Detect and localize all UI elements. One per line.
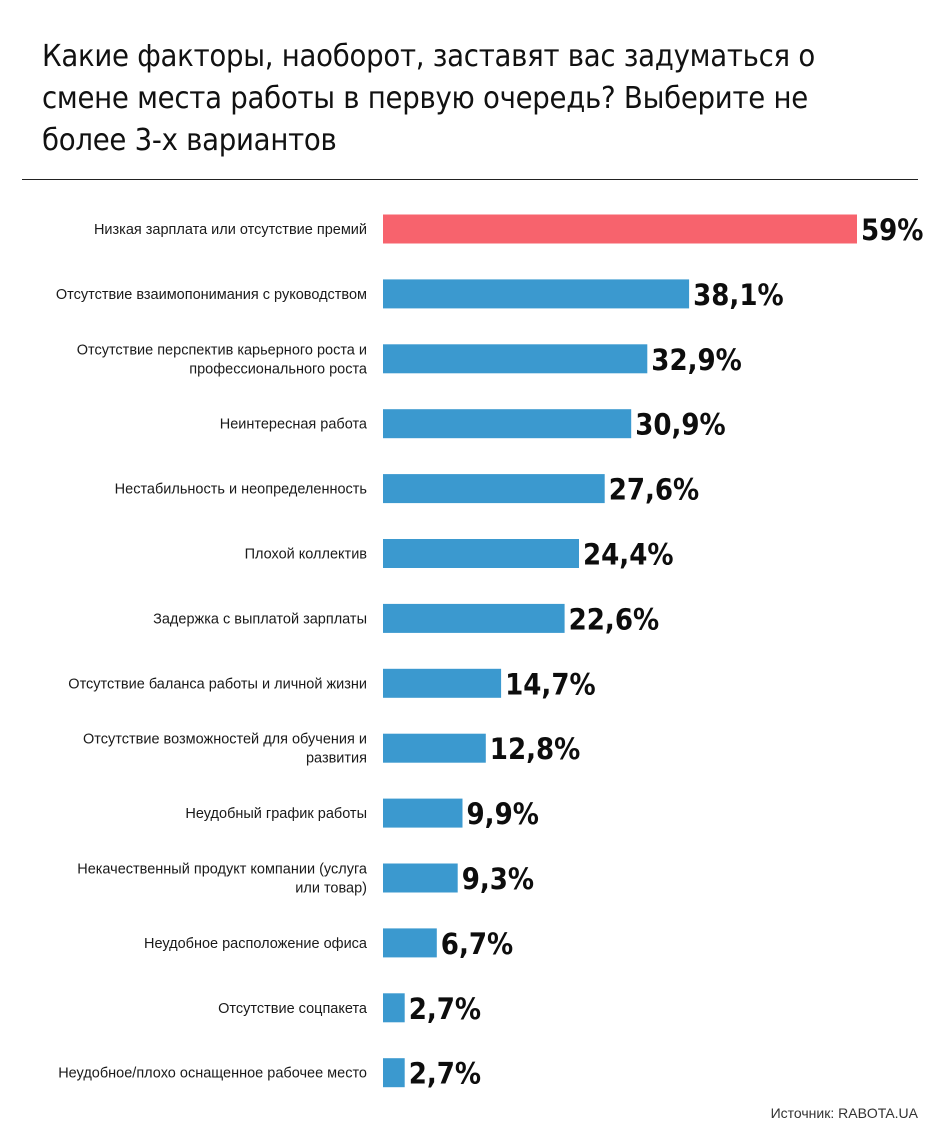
bar-chart: 59% Низкая зарплата или отсутствие премий… — [56, 213, 924, 1091]
category-label-11: Некачественный продукт компании (услуга и… — [77, 862, 368, 897]
category-label-5: Нестабильность и неопределенность — [115, 482, 367, 498]
category-label-7: Задержка с выплатой зарплаты — [153, 611, 367, 627]
value-label-11: 9,3% — [462, 862, 534, 896]
value-label-13: 2,7% — [409, 992, 481, 1026]
value-label-1: 59% — [861, 213, 923, 247]
category-label-13: Отсутствие соцпакета — [218, 1001, 368, 1017]
source-note: Источник: RABOTA.UA — [770, 1105, 918, 1121]
category-label-2: Отсутствие взаимопонимания с руководство… — [56, 287, 367, 303]
value-label-5: 27,6% — [609, 473, 700, 507]
value-label-6: 24,4% — [583, 538, 674, 572]
bar-2 — [383, 279, 690, 309]
category-label-8: Отсутствие баланса работы и личной жизни — [68, 676, 367, 692]
category-label-12: Неудобное расположение офиса — [144, 936, 368, 952]
category-label-14: Неудобное/плохо оснащенное рабочее место — [58, 1066, 367, 1082]
value-label-2: 38,1% — [693, 278, 784, 312]
bar-6 — [383, 539, 579, 568]
bar-1 — [383, 214, 857, 244]
bar-11 — [383, 863, 458, 893]
category-label-1: Низкая зарплата или отсутствие премий — [94, 222, 367, 238]
category-label-6: Плохой коллектив — [245, 547, 368, 563]
category-label-10: Неудобный график работы — [185, 806, 367, 822]
category-label-4: Неинтересная работа — [220, 417, 368, 433]
bar-13 — [383, 993, 405, 1023]
value-label-3: 32,9% — [651, 343, 742, 377]
title-divider — [22, 179, 918, 180]
value-label-4: 30,9% — [635, 408, 726, 442]
bar-4 — [383, 409, 632, 439]
bar-5 — [383, 474, 605, 504]
value-label-7: 22,6% — [569, 602, 660, 636]
bar-9 — [383, 733, 486, 763]
bar-3 — [383, 344, 648, 374]
category-label-9: Отсутствие возможностей для обучения и ра… — [83, 732, 367, 767]
bar-7 — [383, 603, 565, 633]
bar-14 — [383, 1058, 405, 1088]
value-label-10: 9,9% — [467, 797, 539, 831]
bar-8 — [383, 668, 502, 698]
bar-12 — [383, 928, 437, 958]
bar-10 — [383, 798, 463, 828]
category-label-3: Отсутствие перспектив карьерного роста и… — [77, 342, 368, 377]
value-label-14: 2,7% — [409, 1057, 481, 1091]
value-label-9: 12,8% — [490, 732, 581, 766]
value-label-12: 6,7% — [441, 927, 513, 961]
value-label-8: 14,7% — [505, 667, 596, 701]
chart-title: Какие факторы, наоборот, заставят вас за… — [42, 39, 815, 158]
